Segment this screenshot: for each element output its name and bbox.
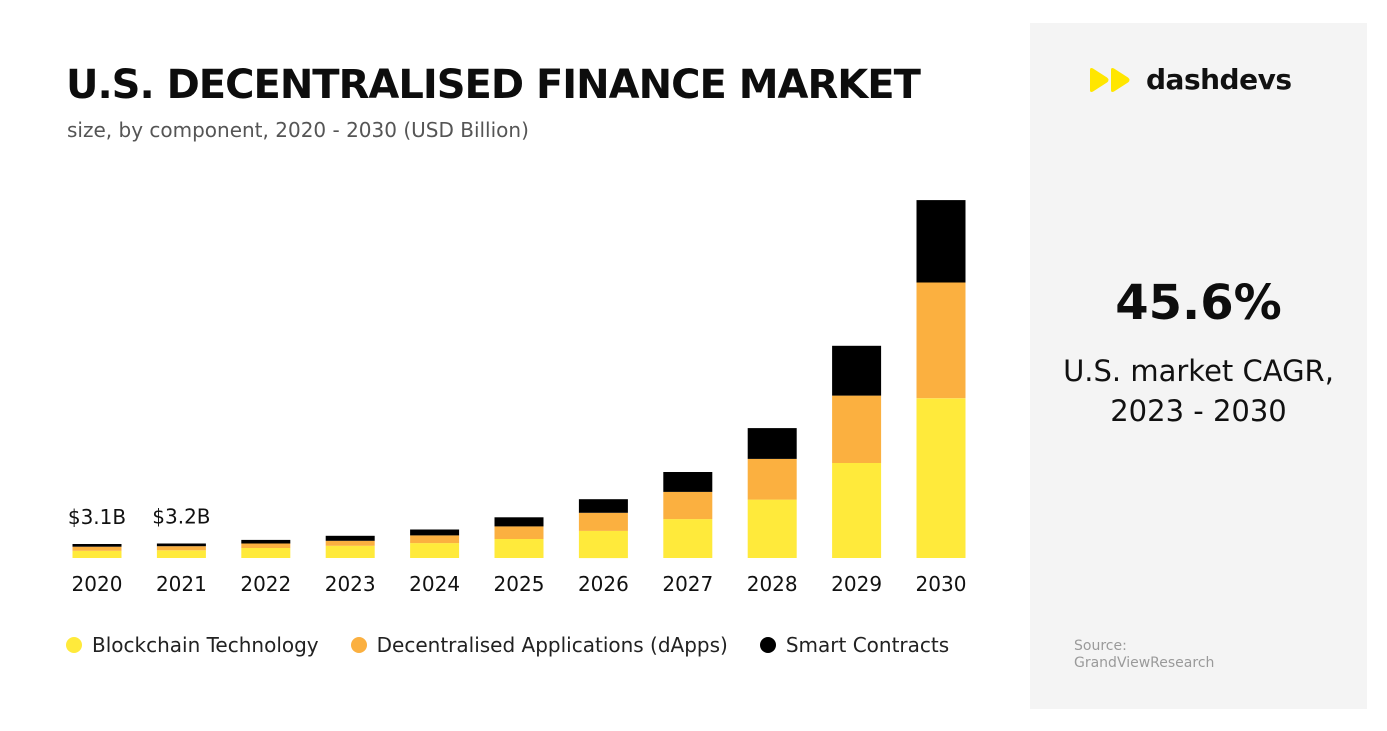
bar-2024-smart-contracts [410, 529, 460, 536]
bar-2025-blockchain-technology [494, 539, 544, 558]
x-tick-label-2022: 2022 [240, 572, 291, 596]
legend-swatch-dapps [350, 637, 367, 653]
bar-2021-decentralised-applications-dapps [156, 546, 206, 551]
x-tick-label-2021: 2021 [156, 572, 207, 596]
bar-2023-decentralised-applications-dapps [325, 540, 375, 546]
bar-2027-decentralised-applications-dapps [663, 491, 713, 520]
x-tick-label-2020: 2020 [72, 572, 123, 596]
legend-label-blockchain: Blockchain Technology [92, 633, 319, 657]
side-panel: dashdevs 45.6% U.S. market CAGR, 2023 - … [1030, 23, 1367, 709]
bar-2026-decentralised-applications-dapps [578, 512, 628, 531]
play-forward-icon [1090, 67, 1130, 92]
legend-label-dapps: Decentralised Applications (dApps) [376, 633, 728, 657]
legend-swatch-blockchain [66, 637, 82, 653]
data-label-2020: $3.1B [68, 505, 126, 529]
x-tick-label-2026: 2026 [578, 572, 629, 596]
bar-2025-decentralised-applications-dapps [494, 526, 544, 539]
x-tick-label-2024: 2024 [409, 572, 460, 596]
stacked-bar-chart: 2020 2021 2022 2023 2024 2025 2026 2027 2028 2029… [68, 200, 967, 596]
source-note: Source: GrandViewResearch [1074, 638, 1214, 672]
legend-item-smart-contracts: Smart Contracts [759, 633, 950, 657]
bar-2030-blockchain-technology [916, 398, 966, 558]
chart-legend: Blockchain Technology Decentralised Appl… [66, 633, 949, 657]
bar-2028-blockchain-technology [747, 499, 797, 558]
bar-2028-smart-contracts [747, 428, 797, 459]
legend-label-smart-contracts: Smart Contracts [785, 633, 950, 657]
chart-title: U.S. DECENTRALISED FINANCE MARKET [66, 62, 921, 108]
bar-2021-blockchain-technology [156, 550, 206, 558]
bar-2022-decentralised-applications-dapps [241, 543, 291, 548]
legend-swatch-smart-contracts [759, 637, 776, 653]
bar-2026-blockchain-technology [578, 530, 628, 559]
x-tick-label-2025: 2025 [494, 572, 545, 596]
bar-2022-smart-contracts [241, 539, 291, 544]
legend-item-blockchain: Blockchain Technology [66, 633, 319, 657]
legend-item-dapps: Decentralised Applications (dApps) [350, 633, 728, 657]
bar-2025-smart-contracts [494, 517, 544, 527]
bar-2029-blockchain-technology [832, 463, 882, 558]
x-tick-label-2030: 2030 [916, 572, 967, 596]
cagr-value: 45.6% [1115, 275, 1282, 331]
x-tick-label-2027: 2027 [662, 572, 713, 596]
bar-2027-blockchain-technology [663, 519, 713, 558]
bar-2029-smart-contracts [832, 345, 882, 396]
brand-name: dashdevs [1146, 63, 1292, 96]
bar-2030-smart-contracts [916, 200, 966, 283]
bar-2020-smart-contracts [72, 544, 122, 547]
bar-2022-blockchain-technology [241, 548, 291, 558]
cagr-label-line1: U.S. market CAGR, [1063, 354, 1334, 388]
bar-2027-smart-contracts [663, 472, 713, 492]
bar-2024-decentralised-applications-dapps [410, 535, 460, 544]
bar-2029-decentralised-applications-dapps [832, 395, 882, 463]
bar-2028-decentralised-applications-dapps [747, 458, 797, 500]
source-name: GrandViewResearch [1074, 655, 1215, 671]
bar-2023-blockchain-technology [325, 545, 375, 558]
data-label-2021: $3.2B [152, 505, 210, 529]
bar-2020-decentralised-applications-dapps [72, 546, 122, 551]
x-tick-label-2023: 2023 [325, 572, 376, 596]
x-tick-label-2029: 2029 [831, 572, 882, 596]
chart-subtitle: size, by component, 2020 - 2030 (USD Bil… [67, 118, 529, 142]
bar-2021-smart-contracts [156, 543, 206, 547]
bar-2020-blockchain-technology [72, 550, 122, 558]
x-tick-label-2028: 2028 [747, 572, 798, 596]
source-label: Source: [1074, 638, 1127, 654]
bar-2026-smart-contracts [578, 499, 628, 513]
cagr-label: U.S. market CAGR, 2023 - 2030 [1030, 351, 1367, 431]
bar-2023-smart-contracts [325, 535, 375, 541]
bar-2024-blockchain-technology [410, 543, 460, 558]
cagr-label-line2: 2023 - 2030 [1110, 394, 1287, 428]
bar-2030-decentralised-applications-dapps [916, 282, 966, 399]
brand-logo: dashdevs [1088, 63, 1292, 96]
